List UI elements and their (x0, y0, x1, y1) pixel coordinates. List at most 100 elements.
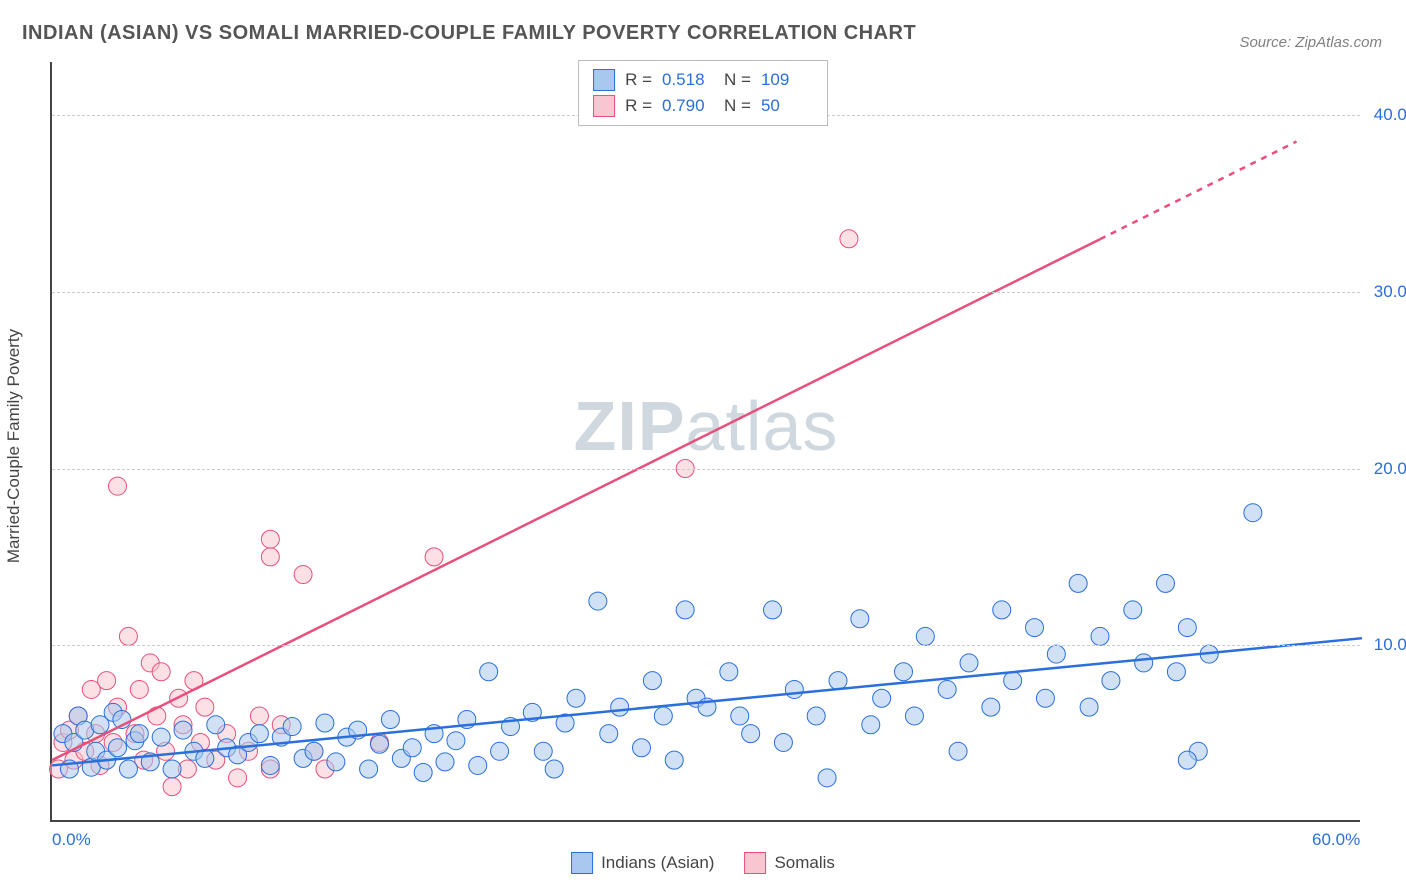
legend-row-indians: R = 0.518 N = 109 (593, 67, 813, 93)
x-tick-label: 60.0% (1312, 830, 1360, 850)
legend-n-value-indians: 109 (761, 70, 813, 90)
scatter-point (381, 710, 399, 728)
scatter-point (163, 778, 181, 796)
x-tick-label: 0.0% (52, 830, 91, 850)
scatter-point (414, 764, 432, 782)
scatter-point (742, 725, 760, 743)
scatter-point (774, 733, 792, 751)
plot-svg (52, 62, 1360, 820)
scatter-point (1124, 601, 1142, 619)
scatter-point (840, 230, 858, 248)
scatter-point (785, 680, 803, 698)
scatter-point (873, 689, 891, 707)
scatter-point (1244, 504, 1262, 522)
scatter-point (764, 601, 782, 619)
scatter-point (196, 698, 214, 716)
y-tick-label: 10.0% (1374, 635, 1406, 655)
scatter-point (109, 739, 127, 757)
scatter-point (1047, 645, 1065, 663)
scatter-point (895, 663, 913, 681)
scatter-point (960, 654, 978, 672)
scatter-point (720, 663, 738, 681)
legend-label-indians: Indians (Asian) (601, 853, 714, 873)
legend-swatch-indians (571, 852, 593, 874)
scatter-point (148, 707, 166, 725)
gridline (52, 292, 1360, 293)
legend-n-label: N = (724, 96, 751, 116)
scatter-point (654, 707, 672, 725)
scatter-point (109, 477, 127, 495)
scatter-point (545, 760, 563, 778)
regression-line-dashed (1100, 142, 1297, 240)
legend-r-label: R = (625, 96, 652, 116)
scatter-point (327, 753, 345, 771)
scatter-point (480, 663, 498, 681)
scatter-point (1080, 698, 1098, 716)
scatter-point (905, 707, 923, 725)
scatter-point (447, 732, 465, 750)
scatter-point (403, 739, 421, 757)
legend-r-value-somalis: 0.790 (662, 96, 714, 116)
scatter-point (119, 627, 137, 645)
scatter-point (862, 716, 880, 734)
legend-item-indians: Indians (Asian) (571, 852, 714, 874)
scatter-point (174, 721, 192, 739)
scatter-point (360, 760, 378, 778)
gridline (52, 469, 1360, 470)
legend-correlation: R = 0.518 N = 109 R = 0.790 N = 50 (578, 60, 828, 126)
legend-swatch-somalis (744, 852, 766, 874)
scatter-point (949, 742, 967, 760)
scatter-point (1167, 663, 1185, 681)
scatter-point (1036, 689, 1054, 707)
scatter-point (261, 548, 279, 566)
scatter-point (229, 769, 247, 787)
legend-swatch-somalis (593, 95, 615, 117)
scatter-point (425, 548, 443, 566)
scatter-point (250, 707, 268, 725)
scatter-point (261, 756, 279, 774)
scatter-point (469, 756, 487, 774)
scatter-point (982, 698, 1000, 716)
scatter-point (1091, 627, 1109, 645)
scatter-point (534, 742, 552, 760)
legend-series: Indians (Asian) Somalis (571, 852, 835, 874)
scatter-point (1004, 672, 1022, 690)
legend-n-label: N = (724, 70, 751, 90)
scatter-point (294, 566, 312, 584)
scatter-point (283, 718, 301, 736)
scatter-point (152, 663, 170, 681)
scatter-point (1069, 574, 1087, 592)
scatter-point (119, 760, 137, 778)
gridline (52, 645, 1360, 646)
scatter-point (1178, 619, 1196, 637)
scatter-point (436, 753, 454, 771)
legend-n-value-somalis: 50 (761, 96, 813, 116)
scatter-point (1102, 672, 1120, 690)
scatter-point (851, 610, 869, 628)
scatter-point (371, 735, 389, 753)
scatter-point (993, 601, 1011, 619)
scatter-point (807, 707, 825, 725)
y-tick-label: 30.0% (1374, 282, 1406, 302)
scatter-point (130, 680, 148, 698)
scatter-point (316, 714, 334, 732)
scatter-point (491, 742, 509, 760)
plot-area: ZIPatlas 10.0%20.0%30.0%40.0%0.0%60.0% (50, 62, 1360, 822)
scatter-point (163, 760, 181, 778)
scatter-point (130, 725, 148, 743)
scatter-point (250, 725, 268, 743)
scatter-point (305, 742, 323, 760)
scatter-point (938, 680, 956, 698)
scatter-point (589, 592, 607, 610)
legend-row-somalis: R = 0.790 N = 50 (593, 93, 813, 119)
y-tick-label: 40.0% (1374, 105, 1406, 125)
y-axis-title: Married-Couple Family Poverty (4, 329, 24, 563)
scatter-point (600, 725, 618, 743)
scatter-point (152, 728, 170, 746)
legend-item-somalis: Somalis (744, 852, 834, 874)
scatter-point (567, 689, 585, 707)
legend-swatch-indians (593, 69, 615, 91)
chart-title: INDIAN (ASIAN) VS SOMALI MARRIED-COUPLE … (22, 22, 916, 45)
scatter-point (1026, 619, 1044, 637)
scatter-point (643, 672, 661, 690)
